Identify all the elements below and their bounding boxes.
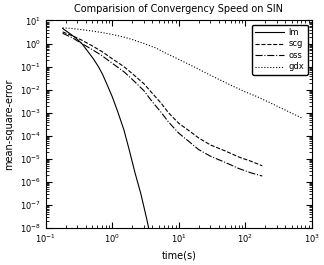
oss (150, 100, 154, 103)
gdx (61, 26, 64, 29)
gdx (203, 71, 207, 74)
gdx (154, 46, 157, 50)
gdx (80, 28, 84, 31)
scg (249, 160, 252, 163)
oss (70, 36, 74, 39)
oss (100, 54, 104, 57)
lm (145, 217, 149, 220)
lm (106, 84, 110, 87)
scg (90, 44, 94, 47)
lm (133, 171, 137, 174)
scg (142, 82, 146, 85)
lm (122, 128, 126, 131)
scg (209, 143, 213, 147)
scg (100, 50, 104, 53)
gdx (122, 36, 126, 39)
gdx (270, 102, 274, 105)
gdx (90, 29, 94, 33)
scg (80, 39, 84, 42)
gdx (300, 116, 304, 120)
lm (101, 73, 105, 76)
Y-axis label: mean-square-error: mean-square-error (4, 78, 14, 170)
oss (167, 120, 170, 123)
gdx (162, 51, 166, 54)
lm (110, 95, 114, 98)
oss (189, 141, 192, 144)
lm (150, 244, 154, 247)
oss (260, 174, 264, 178)
Line: oss: oss (63, 33, 262, 176)
scg (177, 122, 181, 125)
scg (167, 111, 170, 114)
lm (85, 49, 89, 52)
gdx (110, 33, 114, 36)
Line: lm: lm (63, 29, 191, 265)
scg (150, 92, 154, 95)
scg (70, 34, 74, 37)
scg (223, 149, 227, 153)
gdx (100, 31, 104, 34)
lm (127, 148, 131, 151)
gdx (243, 90, 247, 94)
oss (197, 148, 201, 151)
gdx (284, 108, 287, 112)
gdx (170, 55, 174, 58)
oss (61, 32, 64, 35)
gdx (217, 78, 221, 81)
oss (223, 161, 227, 164)
scg (122, 65, 126, 68)
gdx (142, 42, 146, 45)
lm (80, 42, 84, 45)
lm (91, 57, 95, 60)
Title: Comparision of Convergency Speed on SIN: Comparision of Convergency Speed on SIN (74, 4, 283, 14)
oss (159, 111, 163, 114)
oss (142, 89, 146, 92)
oss (80, 42, 84, 45)
gdx (194, 66, 198, 69)
scg (197, 136, 201, 140)
oss (237, 167, 241, 170)
scg (237, 156, 241, 159)
scg (61, 30, 64, 33)
X-axis label: time(s): time(s) (161, 251, 196, 261)
oss (177, 131, 181, 135)
lm (139, 192, 143, 196)
oss (130, 78, 134, 81)
lm (97, 65, 100, 68)
gdx (130, 38, 134, 41)
scg (130, 72, 134, 75)
oss (122, 70, 126, 73)
lm (61, 27, 64, 30)
scg (260, 164, 264, 167)
gdx (70, 27, 74, 30)
gdx (182, 60, 186, 64)
oss (209, 154, 213, 158)
gdx (228, 83, 232, 87)
Legend: lm, scg, oss, gdx: lm, scg, oss, gdx (252, 25, 308, 75)
oss (249, 171, 252, 174)
scg (189, 130, 192, 133)
gdx (255, 95, 259, 98)
lm (66, 31, 70, 34)
oss (90, 48, 94, 51)
Line: gdx: gdx (63, 28, 302, 118)
lm (116, 109, 120, 113)
scg (110, 57, 114, 60)
oss (110, 62, 114, 65)
Line: scg: scg (63, 32, 262, 166)
lm (74, 36, 77, 39)
scg (159, 102, 163, 105)
